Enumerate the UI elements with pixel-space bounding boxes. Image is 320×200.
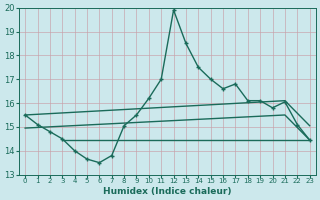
X-axis label: Humidex (Indice chaleur): Humidex (Indice chaleur) xyxy=(103,187,232,196)
